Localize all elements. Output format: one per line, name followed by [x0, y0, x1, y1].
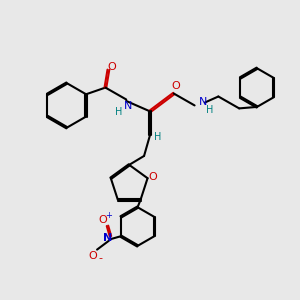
Text: O: O	[88, 251, 97, 261]
Text: +: +	[106, 211, 112, 220]
Text: H: H	[154, 132, 161, 142]
Text: N: N	[199, 98, 208, 107]
Text: O: O	[148, 172, 157, 182]
Text: H: H	[115, 107, 122, 117]
Text: H: H	[206, 105, 213, 115]
Text: -: -	[98, 254, 102, 263]
Text: N: N	[124, 101, 132, 111]
Text: O: O	[171, 81, 180, 91]
Text: O: O	[99, 215, 107, 225]
Text: O: O	[107, 62, 116, 72]
Text: N: N	[103, 233, 112, 243]
